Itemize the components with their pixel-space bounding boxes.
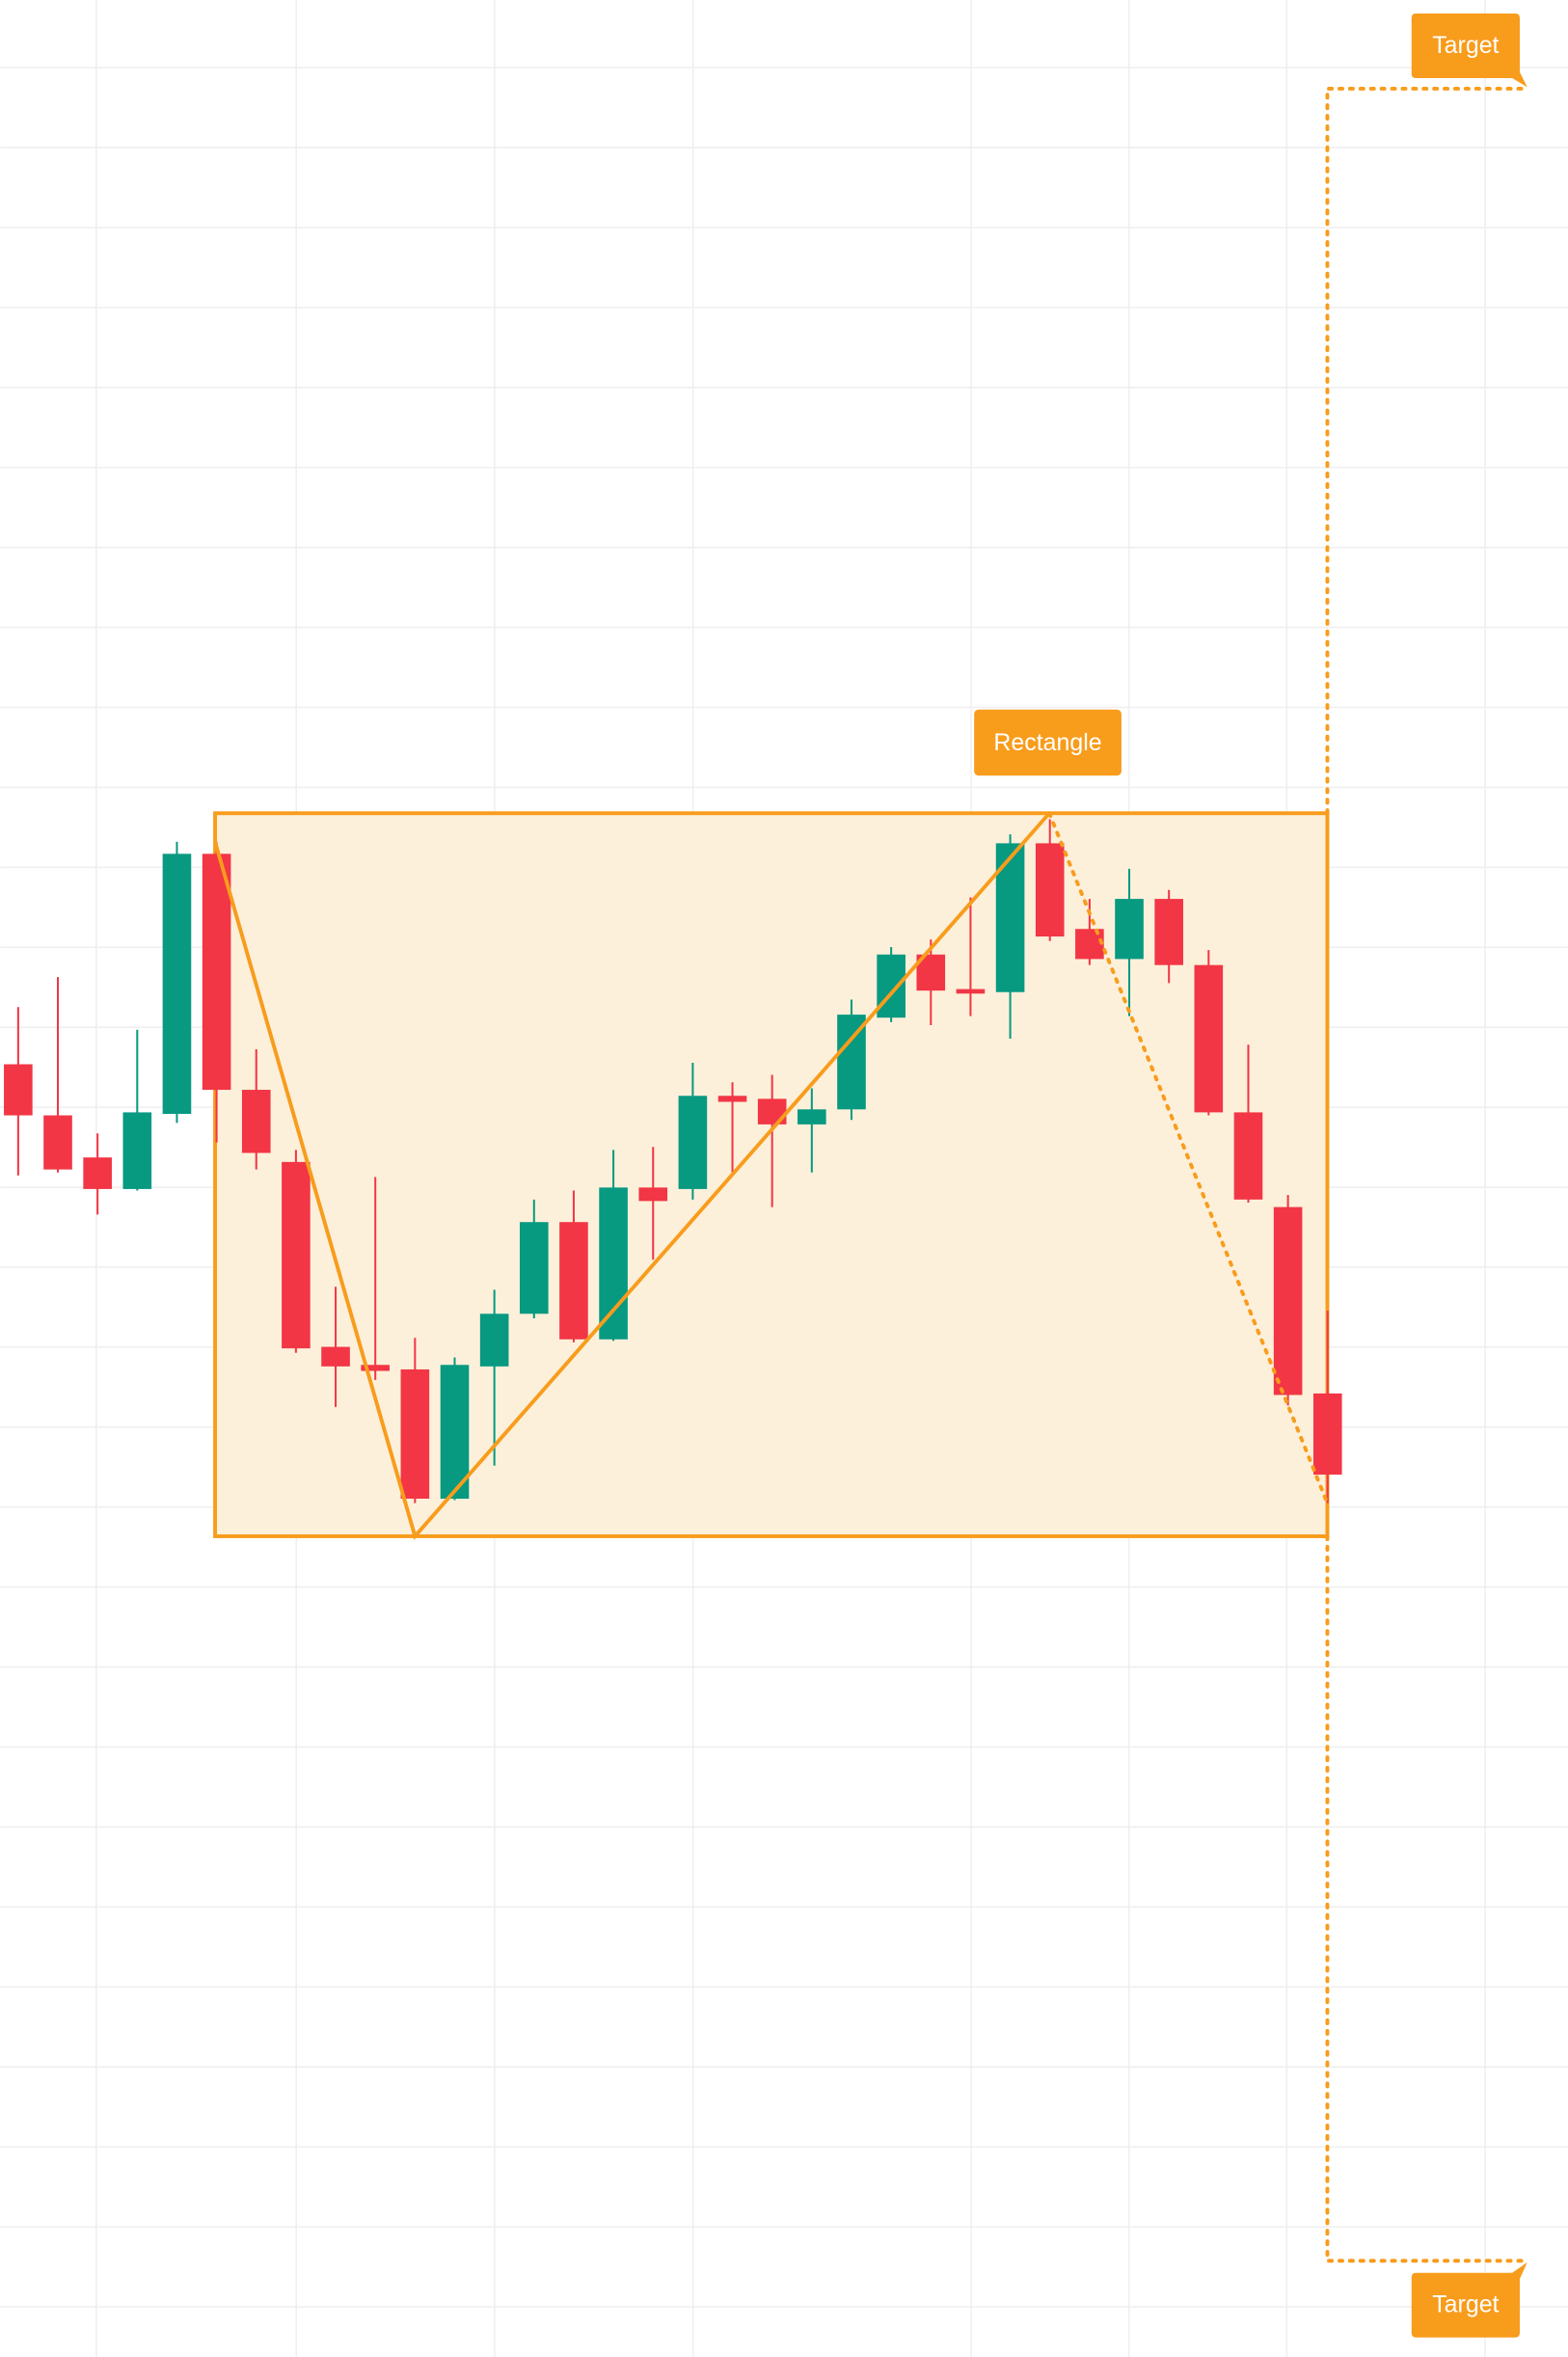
target-label: Target xyxy=(1432,2291,1499,2318)
candle-body xyxy=(241,1090,271,1153)
candle-body xyxy=(1035,843,1065,937)
candle-body xyxy=(519,1222,549,1314)
candle-body xyxy=(122,1112,152,1189)
candle-body xyxy=(282,1161,311,1349)
candle-body xyxy=(956,989,986,994)
candle-body xyxy=(83,1157,112,1189)
candle-body xyxy=(400,1368,430,1499)
candle-body xyxy=(638,1187,668,1202)
candle-body xyxy=(559,1222,588,1340)
candle-body xyxy=(43,1115,72,1170)
candle-body xyxy=(4,1064,33,1116)
target-line xyxy=(1325,87,1524,816)
candle-body xyxy=(479,1314,509,1367)
candle-body xyxy=(321,1346,350,1367)
candle-body xyxy=(1312,1393,1342,1476)
candle-body xyxy=(1075,929,1104,960)
candle-body xyxy=(995,843,1025,992)
candle-body xyxy=(440,1365,470,1499)
candle-body xyxy=(798,1109,826,1124)
candle-body xyxy=(717,1096,747,1102)
projection-line xyxy=(1047,811,1330,1505)
label-box[interactable] xyxy=(974,709,1122,776)
candle-body xyxy=(1115,899,1144,960)
candle-body xyxy=(162,853,192,1114)
candle-body xyxy=(1273,1206,1303,1395)
label-box[interactable] xyxy=(1411,2262,1527,2338)
candle-body xyxy=(599,1187,628,1340)
rectangle-label: Rectangle xyxy=(993,729,1101,756)
candle-body xyxy=(1154,899,1183,965)
target-label: Target xyxy=(1432,32,1499,59)
candle-body xyxy=(1194,964,1224,1113)
candle-body xyxy=(1233,1112,1263,1200)
pattern-line xyxy=(213,811,1051,1540)
candle-body xyxy=(361,1365,391,1371)
candle-body xyxy=(202,853,231,1091)
candle-body xyxy=(678,1096,708,1189)
target-line xyxy=(1325,1534,1524,2263)
label-box[interactable] xyxy=(1411,14,1527,88)
candle-body xyxy=(877,954,906,1018)
